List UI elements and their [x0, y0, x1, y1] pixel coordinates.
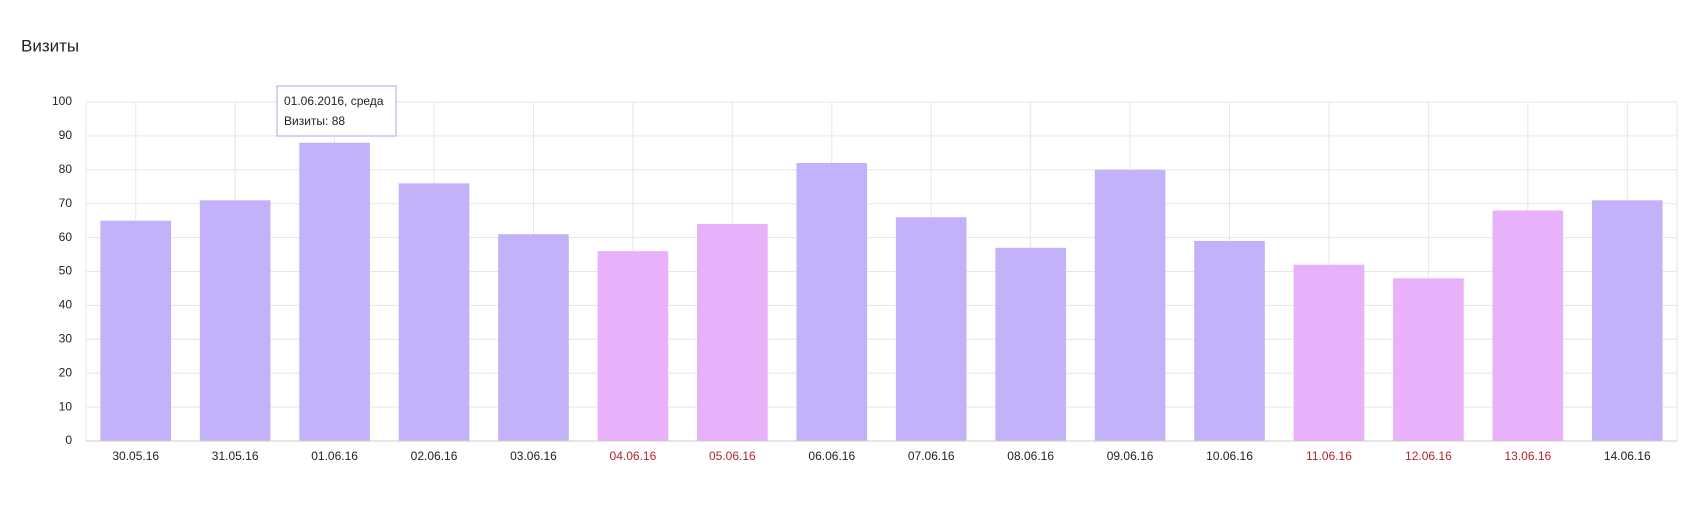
x-tick-label: 31.05.16 [212, 449, 259, 463]
bar [299, 142, 370, 441]
bar [1293, 264, 1365, 441]
x-tick-label: 08.06.16 [1007, 449, 1054, 463]
y-tick-label: 20 [59, 365, 73, 379]
chart-title: Визиты [21, 36, 79, 55]
y-tick-label: 50 [59, 264, 73, 278]
bar [398, 183, 470, 442]
x-tick-label: 14.06.16 [1604, 449, 1651, 463]
y-tick-label: 90 [59, 128, 73, 142]
tooltip-text: Визиты: 88 [284, 114, 345, 128]
x-tick-label: 05.06.16 [709, 449, 756, 463]
y-tick-label: 40 [59, 298, 73, 312]
x-tick-label: 02.06.16 [411, 449, 458, 463]
bar [995, 247, 1066, 441]
tooltip: 01.06.2016, среда Визиты: 88 [276, 85, 397, 137]
bar [697, 224, 768, 441]
y-tick-label: 80 [59, 162, 73, 176]
y-tick-label: 70 [59, 196, 73, 210]
bar [796, 163, 868, 441]
y-tick-label: 60 [59, 230, 73, 244]
x-tick-label: 13.06.16 [1504, 449, 1551, 463]
x-tick-label: 04.06.16 [610, 449, 657, 463]
x-tick-label: 09.06.16 [1107, 449, 1154, 463]
x-tick-label: 03.06.16 [510, 449, 557, 463]
bar [498, 234, 569, 441]
bar [100, 220, 172, 441]
bar [1094, 169, 1166, 442]
y-tick-label: 10 [59, 399, 73, 413]
bar [1492, 210, 1564, 441]
bar [597, 251, 669, 441]
x-tick-label: 10.06.16 [1206, 449, 1253, 463]
y-tick-label: 30 [59, 331, 73, 345]
x-tick-label: 11.06.16 [1306, 449, 1352, 463]
tooltip-box [276, 85, 397, 137]
tooltip-title: 01.06.2016, среда [284, 94, 384, 108]
y-tick-label: 0 [65, 433, 72, 447]
x-tick-label: 06.06.16 [808, 449, 855, 463]
bar [199, 200, 271, 441]
y-tick-label: 100 [52, 94, 72, 108]
bar [1591, 200, 1663, 441]
x-tick-label: 12.06.16 [1405, 449, 1452, 463]
x-tick-label: 01.06.16 [311, 449, 358, 463]
bar [895, 217, 967, 441]
x-tick-label: 07.06.16 [908, 449, 955, 463]
bar [1393, 278, 1464, 441]
x-tick-label: 30.05.16 [112, 449, 159, 463]
bar [1194, 240, 1265, 441]
